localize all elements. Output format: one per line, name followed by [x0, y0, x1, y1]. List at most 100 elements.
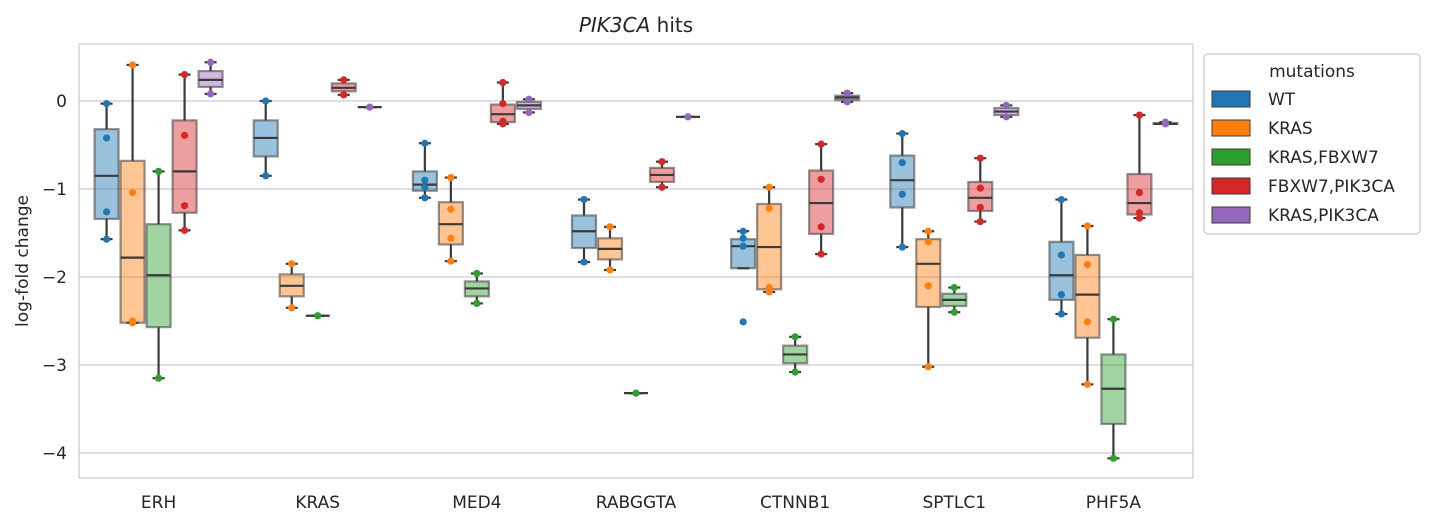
data-point — [765, 288, 773, 296]
box — [915, 238, 942, 309]
data-point — [580, 195, 588, 204]
data-point — [924, 238, 932, 246]
data-point — [340, 91, 348, 99]
data-point — [1057, 195, 1066, 204]
data-point — [791, 368, 799, 376]
data-point — [739, 227, 747, 235]
data-point — [447, 257, 455, 265]
box-group — [252, 97, 279, 180]
x-tick-labels: ERH KRAS MED4 RABGGTA CTNNB1 SPTLC1 PHF5A — [141, 493, 1142, 513]
box-group — [967, 154, 994, 226]
data-point — [180, 131, 189, 139]
box-group — [411, 139, 438, 202]
data-point — [102, 235, 111, 243]
legend-swatch — [1211, 90, 1251, 108]
data-point — [102, 100, 111, 108]
legend-label: KRAS — [1268, 119, 1313, 139]
y-tick-label: −4 — [42, 444, 67, 464]
box-group — [357, 103, 382, 111]
box-group — [1048, 195, 1075, 318]
data-point — [1135, 188, 1144, 197]
box-group — [834, 89, 861, 106]
chart-title-rest: hits — [650, 13, 693, 37]
data-point — [739, 318, 747, 326]
box-group — [305, 312, 330, 320]
data-point — [1002, 113, 1010, 121]
data-point — [817, 223, 825, 231]
data-point — [288, 304, 296, 312]
data-point — [976, 184, 984, 192]
data-point — [262, 172, 270, 180]
box-group — [756, 183, 783, 296]
y-tick-label: −2 — [42, 268, 67, 288]
box-group — [93, 100, 120, 243]
box — [1126, 172, 1153, 216]
data-point — [817, 175, 825, 183]
data-point — [606, 223, 614, 231]
data-point — [1057, 251, 1066, 259]
box-group — [596, 223, 624, 274]
data-point — [206, 90, 215, 98]
data-point — [1109, 454, 1118, 462]
box-group — [1152, 118, 1179, 128]
legend: mutations WT KRAS KRAS,FBXW7 FBXW7,PIK3CA KR… — [1203, 53, 1421, 235]
box-series — [93, 58, 1179, 462]
box-group — [941, 283, 968, 316]
box-group — [437, 173, 464, 265]
data-point — [1057, 291, 1066, 299]
legend-title: mutations — [1269, 62, 1355, 82]
box-group — [278, 260, 305, 312]
data-point — [314, 312, 322, 320]
x-tick-label: PHF5A — [1086, 493, 1142, 513]
data-point — [632, 389, 640, 397]
box-group — [1100, 315, 1127, 462]
data-point — [924, 282, 932, 290]
data-point — [898, 243, 906, 251]
data-point — [447, 173, 455, 182]
x-tick-label: MED4 — [452, 493, 501, 513]
data-point — [499, 120, 507, 128]
box-group — [489, 78, 516, 128]
legend-swatch — [1211, 119, 1251, 137]
data-point — [1135, 111, 1144, 119]
data-point — [1161, 120, 1170, 128]
data-point — [447, 234, 455, 242]
data-point — [525, 95, 533, 103]
box-group — [730, 227, 757, 326]
legend-label: WT — [1268, 90, 1296, 110]
data-point — [791, 333, 799, 341]
box-group — [889, 129, 916, 251]
y-tick-label: −3 — [42, 356, 67, 376]
data-point — [739, 242, 747, 250]
data-point — [658, 158, 666, 166]
data-point — [128, 319, 137, 327]
data-point — [1083, 380, 1092, 388]
data-point — [898, 159, 906, 167]
legend-box — [1203, 53, 1421, 235]
data-point — [765, 204, 773, 212]
data-point — [180, 202, 189, 210]
data-point — [1002, 101, 1010, 109]
box-group — [624, 389, 648, 397]
data-point — [658, 183, 666, 191]
data-point — [976, 217, 984, 226]
data-point — [180, 226, 189, 234]
data-point — [447, 205, 455, 213]
box-group — [915, 227, 942, 371]
x-tick-label: CTNNB1 — [760, 493, 830, 513]
data-point — [102, 134, 111, 142]
box-group — [648, 158, 676, 191]
data-point — [898, 129, 906, 138]
y-tick-label: 0 — [56, 92, 67, 112]
data-point — [924, 227, 932, 235]
data-point — [421, 139, 429, 147]
data-point — [128, 188, 137, 197]
data-point — [288, 260, 296, 268]
y-axis-label: log-fold change — [13, 195, 33, 327]
box-group — [171, 71, 198, 234]
data-point — [765, 183, 773, 191]
data-point — [739, 234, 747, 242]
data-point — [684, 113, 692, 121]
chart-title-italic: PIK3CA — [579, 13, 650, 37]
